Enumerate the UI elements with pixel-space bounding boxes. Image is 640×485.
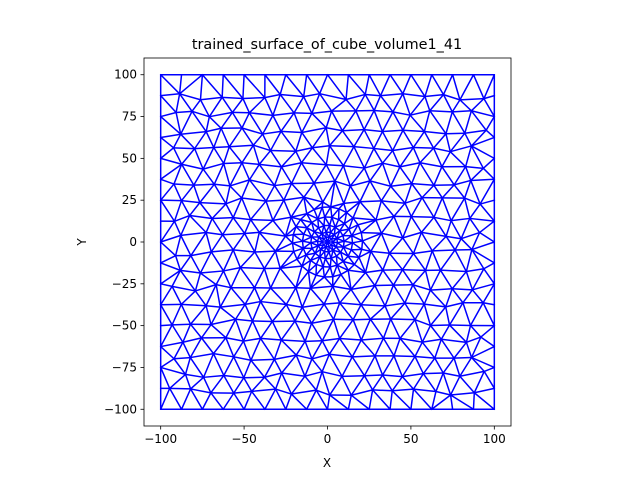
- mesh-edge: [352, 356, 375, 357]
- mesh-edge: [174, 148, 195, 149]
- mesh-edge: [214, 147, 229, 148]
- x-axis-label: X: [323, 456, 331, 470]
- mesh-edge: [326, 165, 343, 166]
- mesh-edge: [172, 324, 190, 325]
- x-tick-label: −100: [144, 432, 177, 446]
- mesh-edge: [266, 200, 284, 201]
- mesh-edge: [394, 356, 415, 357]
- x-tick-label: 0: [324, 432, 332, 446]
- mesh-edge: [473, 393, 474, 410]
- mesh-edge: [405, 303, 424, 304]
- mesh-edge: [224, 163, 242, 164]
- y-tick-label: 0: [129, 235, 137, 249]
- mesh-edge: [391, 319, 415, 320]
- mesh-edge: [240, 268, 264, 269]
- mesh-edge: [413, 148, 433, 149]
- mesh-edge: [361, 233, 381, 234]
- mesh-edge: [324, 217, 325, 226]
- mesh-edge: [423, 373, 443, 374]
- mesh-edge: [362, 241, 363, 249]
- y-axis-label: Y: [75, 238, 89, 247]
- x-tick-label: −50: [231, 432, 256, 446]
- mesh-edge: [403, 270, 426, 271]
- mesh-edge: [432, 250, 455, 251]
- mesh-edge: [411, 217, 434, 218]
- y-tick-label: 100: [114, 68, 137, 82]
- y-tick-label: −100: [104, 402, 137, 416]
- mesh-edge: [329, 146, 353, 147]
- mesh-edge: [174, 184, 194, 185]
- y-tick-label: −50: [112, 319, 137, 333]
- mesh-edge: [243, 98, 265, 99]
- mesh-edge: [342, 376, 364, 377]
- y-tick-label: 50: [122, 151, 137, 165]
- mesh-edge: [305, 341, 322, 342]
- y-tick-label: 25: [122, 193, 137, 207]
- mesh-edge: [251, 220, 273, 221]
- x-tick-label: 50: [403, 432, 418, 446]
- mesh-edge: [161, 325, 172, 326]
- mesh-edge: [271, 151, 296, 152]
- mesh-edge: [161, 200, 182, 201]
- mesh-edge: [364, 375, 382, 376]
- mesh-edge: [292, 235, 293, 243]
- mesh-edge: [454, 358, 472, 359]
- chart-title: trained_surface_of_cube_volume1_41: [192, 37, 462, 53]
- mesh-edge: [194, 184, 214, 185]
- mesh-edge: [330, 258, 331, 267]
- mesh-edge: [373, 390, 393, 391]
- plot-area: [144, 58, 511, 426]
- mesh-edge: [195, 148, 214, 149]
- mesh-edge: [446, 133, 465, 134]
- mesh-edge: [170, 388, 191, 389]
- mesh-edge: [212, 218, 233, 219]
- y-tick-label: −75: [112, 360, 137, 374]
- y-tick-label: −25: [112, 277, 137, 291]
- mesh-edge: [253, 321, 273, 322]
- y-tick-label: 75: [122, 110, 137, 124]
- mesh-edge: [360, 201, 381, 202]
- mesh-edge: [255, 251, 276, 252]
- mesh-edge: [251, 359, 274, 360]
- x-tick-label: 100: [483, 432, 506, 446]
